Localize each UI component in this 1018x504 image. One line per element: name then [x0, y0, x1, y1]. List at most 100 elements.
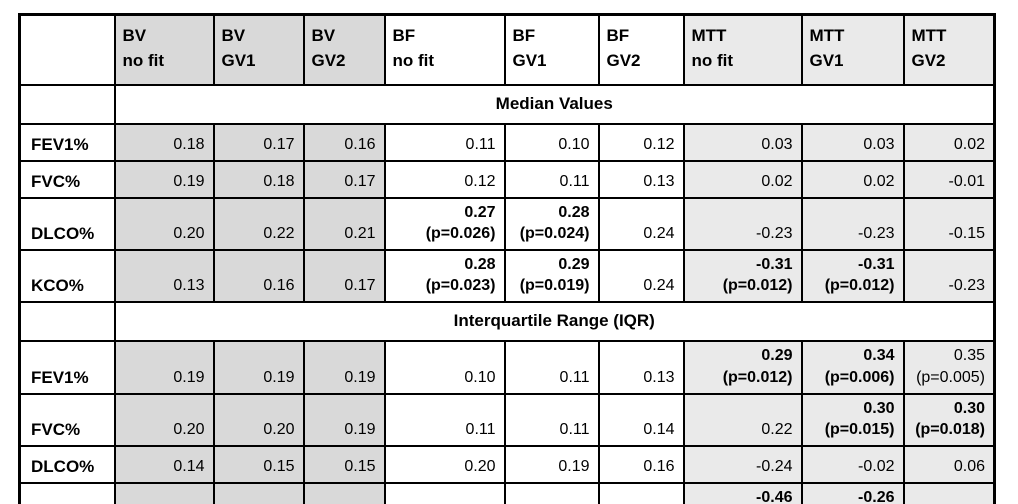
- cell-value: 0.13: [643, 368, 675, 386]
- value-cell-mtt-no-fit: 0.29 (p=0.012): [682, 340, 803, 395]
- cell-value: 0.13: [643, 172, 675, 190]
- header-row: BV no fit BV GV1 BV GV2 BF no fit BF GV1 BF GV2 MTT n…: [18, 13, 996, 86]
- column-header-line2: no fit: [691, 51, 734, 70]
- column-header-line1: MTT: [809, 26, 845, 46]
- section-corner-cell: [18, 84, 116, 125]
- table-row: KCO% 0.13 0.16 0.17 0.28 (p=0.023) 0.29 (p=0.01…: [18, 249, 996, 304]
- row-label: FEV1%: [18, 340, 116, 395]
- column-header-bf-no-fit: BF no fit: [383, 13, 506, 86]
- column-header-line2: GV2: [606, 51, 641, 70]
- cell-p-value: (p=0.012): [722, 277, 793, 295]
- cell-value: 0.18: [173, 135, 205, 153]
- cell-value: 0.20: [263, 420, 295, 438]
- cell-value: 0.17: [344, 172, 376, 190]
- row-label: DLCO%: [18, 196, 116, 252]
- cell-value: 0.24: [643, 225, 675, 243]
- column-header-line2: GV1: [809, 51, 844, 70]
- cell-value: 0.02: [863, 172, 895, 190]
- cell-value: 0.10: [464, 368, 496, 386]
- row-label: DLCO%: [18, 444, 116, 484]
- cell-p-value: (p=0.024): [519, 225, 590, 243]
- value-cell-mtt-no-fit: -0.46(p=0.000): [682, 481, 803, 504]
- column-header-line2: GV2: [911, 51, 946, 70]
- table-row: FEV1% 0.19 0.19 0.19 0.10 0.11 0.13 0.29 (p=0.01…: [18, 340, 996, 395]
- results-table: BV no fit BV GV1 BV GV2 BF no fit BF GV1 BF GV2 MTT n…: [18, 13, 996, 504]
- section-header-row: Interquartile Range (IQR): [18, 301, 996, 343]
- cell-value: 0.27: [464, 204, 496, 221]
- cell-value: -0.23: [948, 277, 985, 295]
- cell-value: 0.29: [558, 256, 590, 274]
- column-header-mtt-gv1: MTT GV1: [800, 13, 905, 86]
- cell-value: 0.21: [344, 225, 376, 243]
- column-header-line1: BV: [221, 26, 246, 46]
- cell-value: 0.19: [558, 457, 590, 475]
- value-cell-mtt-gv2: 0.02: [902, 123, 996, 162]
- row-label: KCO%: [18, 249, 116, 304]
- value-cell-bf-gv1: 0.11: [503, 392, 600, 447]
- value-cell-bv-gv2: 0.10: [302, 481, 386, 504]
- column-header-line2: no fit: [392, 51, 435, 70]
- cell-value: 0.03: [863, 135, 895, 153]
- cell-value: 0.11: [559, 368, 590, 386]
- cell-p-value: (p=0.018): [915, 420, 985, 438]
- cell-value: 0.16: [643, 457, 675, 475]
- value-cell-mtt-gv2: 0.30 (p=0.018): [902, 392, 996, 447]
- cell-value: -0.46: [756, 488, 793, 504]
- value-cell-bv-no-fit: 0.19: [113, 160, 215, 199]
- value-cell-bf-gv2: 0.13: [597, 160, 685, 199]
- value-cell-bf-gv2: 0.16: [597, 444, 685, 484]
- column-header-bf-gv1: BF GV1: [503, 13, 600, 86]
- value-cell-bf-gv2: 0.12: [597, 123, 685, 162]
- value-cell-bv-gv1: 0.09: [212, 481, 305, 504]
- value-cell-bf-gv1: 0.28 (p=0.024): [503, 196, 600, 252]
- value-cell-mtt-gv1: 0.03: [800, 123, 905, 162]
- cell-value: 0.16: [344, 135, 376, 153]
- column-header-bf-gv2: BF GV2: [597, 13, 685, 86]
- value-cell-bv-no-fit: 0.19: [113, 340, 215, 395]
- value-cell-mtt-gv1: 0.30 (p=0.015): [800, 392, 905, 447]
- value-cell-mtt-gv2: -0.01: [902, 160, 996, 199]
- value-cell-mtt-gv2: -0.15: [902, 196, 996, 252]
- cell-p-value: (p=0.006): [824, 368, 895, 386]
- cell-p-value: (p=0.019): [519, 277, 590, 295]
- cell-value: 0.11: [559, 420, 590, 438]
- value-cell-bv-gv2: 0.21: [302, 196, 386, 252]
- cell-p-value: (p=0.023): [425, 277, 496, 295]
- value-cell-mtt-gv2: 0.35 (p=0.005): [902, 340, 996, 395]
- cell-value: -0.15: [948, 225, 985, 243]
- value-cell-bf-no-fit: 0.11: [383, 392, 506, 447]
- cell-value: 0.19: [263, 368, 295, 386]
- cell-value: 0.10: [558, 135, 590, 153]
- table-row: FVC% 0.19 0.18 0.17 0.12 0.11 0.13 0.02 0.02 -0.0…: [18, 160, 996, 199]
- column-header-bv-no-fit: BV no fit: [113, 13, 215, 86]
- cell-p-value: (p=0.026): [425, 225, 496, 243]
- value-cell-bf-gv1: 0.11: [503, 160, 600, 199]
- cell-value: 0.20: [173, 225, 205, 243]
- value-cell-bv-gv2: 0.17: [302, 160, 386, 199]
- column-header-line1: BV: [122, 26, 147, 46]
- cell-value: 0.17: [263, 135, 295, 153]
- value-cell-bf-gv1: 0.11: [503, 340, 600, 395]
- corner-cell: [18, 13, 116, 86]
- value-cell-mtt-gv1: 0.02: [800, 160, 905, 199]
- column-header-bv-gv2: BV GV2: [302, 13, 386, 86]
- cell-value: 0.20: [464, 457, 496, 475]
- cell-value: -0.24: [756, 457, 793, 475]
- column-header-line1: BF: [512, 26, 536, 46]
- value-cell-mtt-no-fit: 0.03: [682, 123, 803, 162]
- table-row: DLCO% 0.20 0.22 0.21 0.27 (p=0.026) 0.28 (p=0.0…: [18, 196, 996, 252]
- value-cell-mtt-no-fit: -0.23: [682, 196, 803, 252]
- cell-value: 0.28: [464, 256, 496, 274]
- value-cell-bv-gv2: 0.19: [302, 340, 386, 395]
- value-cell-mtt-no-fit: -0.31 (p=0.012): [682, 249, 803, 304]
- value-cell-bv-gv2: 0.19: [302, 392, 386, 447]
- value-cell-bf-gv2: 0.13: [597, 340, 685, 395]
- cell-p-value: (p=0.012): [722, 368, 793, 386]
- value-cell-bf-gv1: 0.19: [503, 444, 600, 484]
- row-label: FEV1%: [18, 123, 116, 162]
- column-header-line1: MTT: [691, 26, 727, 46]
- column-header-line2: GV1: [221, 51, 256, 70]
- value-cell-mtt-gv2: -0.18: [902, 481, 996, 504]
- section-title: Interquartile Range (IQR): [113, 301, 996, 343]
- cell-value: 0.35: [953, 347, 985, 365]
